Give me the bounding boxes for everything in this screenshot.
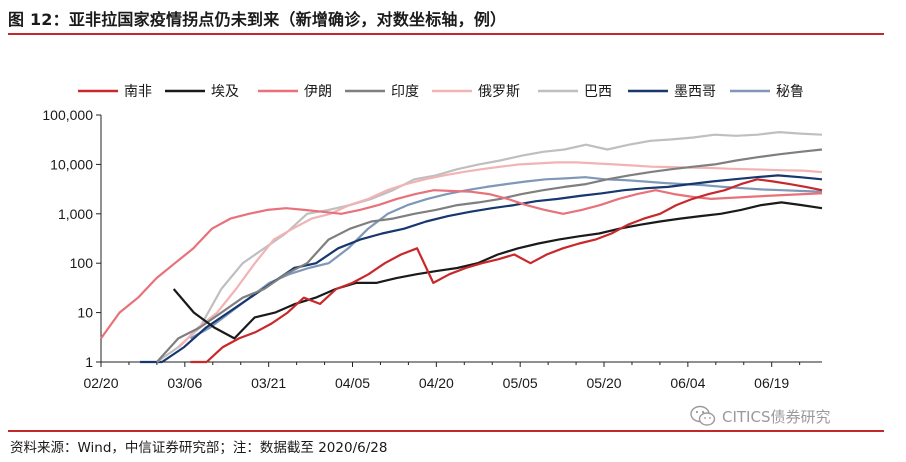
x-tick-label: 04/20 xyxy=(419,375,454,391)
y-tick-label: 100 xyxy=(70,255,94,271)
series-line-4 xyxy=(178,161,823,348)
series-line-2 xyxy=(100,189,823,340)
x-tick-label: 05/05 xyxy=(503,375,538,391)
x-tick-label: 06/19 xyxy=(754,375,789,391)
legend-label: 巴西 xyxy=(584,84,612,100)
x-tick-label: 06/04 xyxy=(670,375,705,391)
series-line-7 xyxy=(189,176,823,340)
footer-divider xyxy=(8,430,884,432)
wechat-icon xyxy=(690,405,716,426)
series-line-6 xyxy=(140,174,823,364)
source-note: 资料来源：Wind，中信证券研究部；注：数据截至 2020/6/28 xyxy=(10,440,388,456)
watermark-text: CITICS债券研究 xyxy=(722,407,831,426)
series-line-5 xyxy=(156,131,823,363)
y-tick-label: 1 xyxy=(85,354,93,370)
y-tick-label: 100,000 xyxy=(42,107,93,123)
legend: 南非 埃及 伊朗 印度 俄罗斯 巴西 墨西哥 秘鲁 xyxy=(78,84,804,100)
series-line-0 xyxy=(190,178,823,364)
series-line-3 xyxy=(156,148,823,363)
x-tick-label: 02/20 xyxy=(83,375,118,391)
legend-label: 伊朗 xyxy=(304,84,332,100)
legend-label: 俄罗斯 xyxy=(478,84,520,100)
series-line-1 xyxy=(172,201,823,340)
x-tick-label: 04/05 xyxy=(335,375,370,391)
x-tick-label: 05/20 xyxy=(586,375,621,391)
y-tick-label: 10,000 xyxy=(50,156,93,172)
legend-label: 印度 xyxy=(391,84,419,100)
x-tick-label: 03/21 xyxy=(251,375,286,391)
x-tick-label: 03/06 xyxy=(167,375,202,391)
legend-label: 墨西哥 xyxy=(674,84,716,100)
chart-title: 图 12：亚非拉国家疫情拐点仍未到来（新增确诊，对数坐标轴，例） xyxy=(8,10,507,29)
y-tick-label: 1,000 xyxy=(58,206,93,222)
legend-label: 南非 xyxy=(124,84,152,100)
legend-label: 埃及 xyxy=(211,84,239,100)
legend-label: 秘鲁 xyxy=(776,84,804,100)
axes: 1 10 100 1,000 10,000 100,000 02/20 03/06 03/21 0… xyxy=(42,107,822,391)
watermark: CITICS债券研究 xyxy=(690,405,830,427)
title-divider xyxy=(8,33,884,35)
y-tick-label: 10 xyxy=(77,305,93,321)
series-lines xyxy=(100,131,823,364)
